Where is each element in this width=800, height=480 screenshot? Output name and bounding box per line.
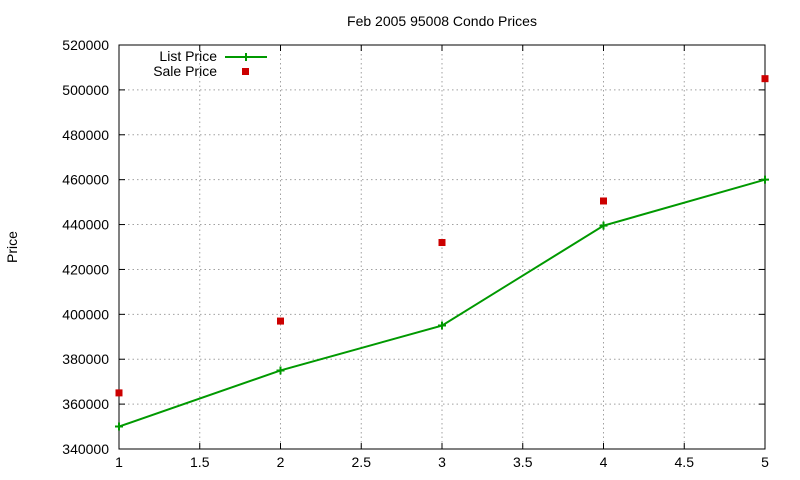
y-axis-tick-labels: 340000 360000 380000 400000 420000 440000 4600… xyxy=(62,37,109,457)
list-price-point xyxy=(599,221,608,230)
y-tick-label: 400000 xyxy=(62,306,109,322)
list-price-point xyxy=(276,366,285,375)
x-tick-label: 2.5 xyxy=(352,454,372,470)
sale-price-point xyxy=(115,389,123,397)
grid-lines xyxy=(119,45,765,449)
x-tick-label: 3 xyxy=(438,454,446,470)
y-tick-label: 520000 xyxy=(62,37,109,53)
x-tick-label: 4.5 xyxy=(675,454,695,470)
list-price-point xyxy=(438,321,446,330)
y-tick-label: 500000 xyxy=(62,82,109,98)
list-price-point xyxy=(761,175,769,184)
y-tick-label: 460000 xyxy=(62,172,109,188)
list-price-point xyxy=(115,422,123,431)
sale-price-point xyxy=(277,317,284,325)
x-tick-label: 1.5 xyxy=(190,454,210,470)
x-tick-label: 1 xyxy=(115,454,123,470)
y-tick-label: 340000 xyxy=(62,441,109,457)
sale-price-point xyxy=(761,75,769,83)
y-tick-label: 380000 xyxy=(62,351,109,367)
legend-label-sale-price: Sale Price xyxy=(153,63,217,79)
data-series xyxy=(115,75,769,431)
x-tick-label: 4 xyxy=(600,454,608,470)
legend: List Price Sale Price xyxy=(153,48,267,79)
sale-price-point xyxy=(438,239,446,247)
y-tick-label: 480000 xyxy=(62,127,109,143)
x-axis-tick-labels: 1 1.5 2 2.5 3 3.5 4 4.5 5 xyxy=(115,454,769,470)
y-tick-label: 440000 xyxy=(62,217,109,233)
legend-marker-sale-price xyxy=(242,68,249,75)
x-tick-label: 2 xyxy=(277,454,285,470)
x-tick-label: 5 xyxy=(761,454,769,470)
chart-title: Feb 2005 95008 Condo Prices xyxy=(347,13,537,29)
legend-marker-list-price xyxy=(242,53,250,61)
y-tick-label: 360000 xyxy=(62,396,109,412)
axis-ticks xyxy=(118,44,766,450)
y-axis-label: Price xyxy=(4,231,20,263)
y-tick-label: 420000 xyxy=(62,261,109,277)
legend-label-list-price: List Price xyxy=(159,48,217,64)
sale-price-point xyxy=(600,197,607,205)
x-tick-label: 3.5 xyxy=(513,454,533,470)
